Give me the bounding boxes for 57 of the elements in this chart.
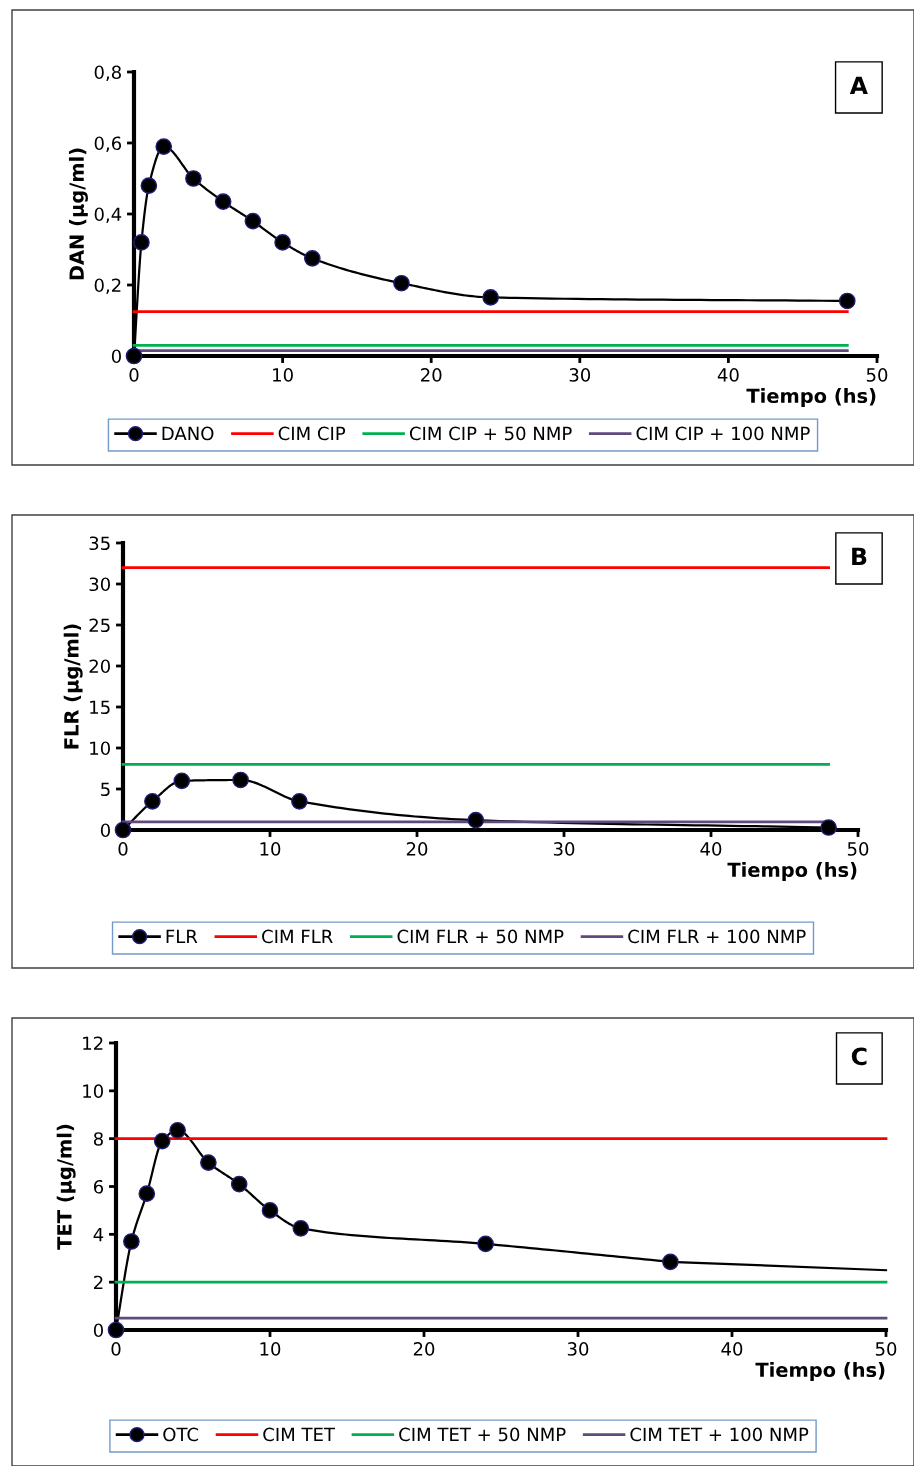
y-axis-title: TET (µg/ml) xyxy=(56,1124,76,1250)
x-tick-label: 30 xyxy=(553,842,575,856)
x-tick-label: 30 xyxy=(567,1342,589,1356)
y-tick-label: 35 xyxy=(89,536,110,551)
legend-label: CIM CIP + 100 NMP xyxy=(636,426,810,441)
y-tick-label: 8 xyxy=(93,1132,103,1146)
chart-title: A xyxy=(849,76,868,94)
y-tick-label: 15 xyxy=(90,700,110,715)
legend-label: FLR xyxy=(166,929,198,944)
x-tick-label: 20 xyxy=(406,842,428,856)
x-axis-title: Tiempo (hs) xyxy=(755,1362,885,1381)
x-tick-label: 10 xyxy=(260,842,281,856)
y-axis-title: FLR (µg/ml) xyxy=(63,624,83,749)
y-tick-label: 20 xyxy=(89,659,110,674)
x-axis-title: Tiempo (hs) xyxy=(746,388,876,407)
legend-label: CIM TET + 50 NMP xyxy=(399,1427,566,1442)
legend-label: CIM CIP + 50 NMP xyxy=(409,426,572,441)
legend-label: OTC xyxy=(163,1427,199,1442)
y-tick-label: 10 xyxy=(83,1084,103,1098)
legend-label: CIM CIP xyxy=(278,426,346,441)
legend-label: CIM FLR + 100 NMP xyxy=(628,929,806,944)
x-tick-label: 50 xyxy=(866,368,888,382)
legend-label: CIM TET xyxy=(263,1427,336,1442)
y-tick-label: 25 xyxy=(89,618,110,633)
y-tick-label: 5 xyxy=(101,782,110,797)
y-tick-label: 10 xyxy=(90,741,110,756)
x-tick-label: 20 xyxy=(413,1342,435,1356)
x-tick-label: 50 xyxy=(875,1342,897,1356)
x-tick-label: 50 xyxy=(847,842,869,856)
chart-title: C xyxy=(851,1047,867,1066)
y-tick-label: 4 xyxy=(93,1228,104,1242)
x-axis-title: Tiempo (hs) xyxy=(727,862,857,881)
x-tick-label: 10 xyxy=(273,368,293,382)
legend-label: CIM FLR + 50 NMP xyxy=(397,929,564,944)
y-tick-label: 0 xyxy=(93,1323,103,1338)
y-tick-label: 0,8 xyxy=(94,65,121,81)
legend-label: DANO xyxy=(162,426,214,441)
x-tick-label: 40 xyxy=(717,368,739,382)
x-tick-label: 10 xyxy=(260,1342,281,1356)
y-tick-label: 30 xyxy=(89,577,110,592)
legend-label: CIM FLR xyxy=(262,929,333,944)
x-tick-label: 30 xyxy=(569,368,591,382)
x-tick-label: 40 xyxy=(700,842,722,856)
y-tick-label: 0,6 xyxy=(94,136,122,152)
x-tick-label: 40 xyxy=(721,1342,743,1356)
y-tick-label: 6 xyxy=(93,1179,104,1194)
y-tick-label: 2 xyxy=(94,1275,103,1290)
chart-title: B xyxy=(852,547,867,565)
y-tick-label: 0,4 xyxy=(94,207,122,223)
legend-label: CIM TET + 100 NMP xyxy=(630,1427,809,1442)
y-tick-label: 0 xyxy=(100,823,110,838)
y-tick-label: 0 xyxy=(111,349,121,364)
y-axis-title: DAN (µg/ml) xyxy=(68,148,88,280)
y-tick-label: 0,2 xyxy=(94,278,121,294)
x-tick-label: 20 xyxy=(421,368,442,382)
x-tick-label: 0 xyxy=(129,368,139,382)
y-tick-label: 12 xyxy=(83,1036,103,1050)
